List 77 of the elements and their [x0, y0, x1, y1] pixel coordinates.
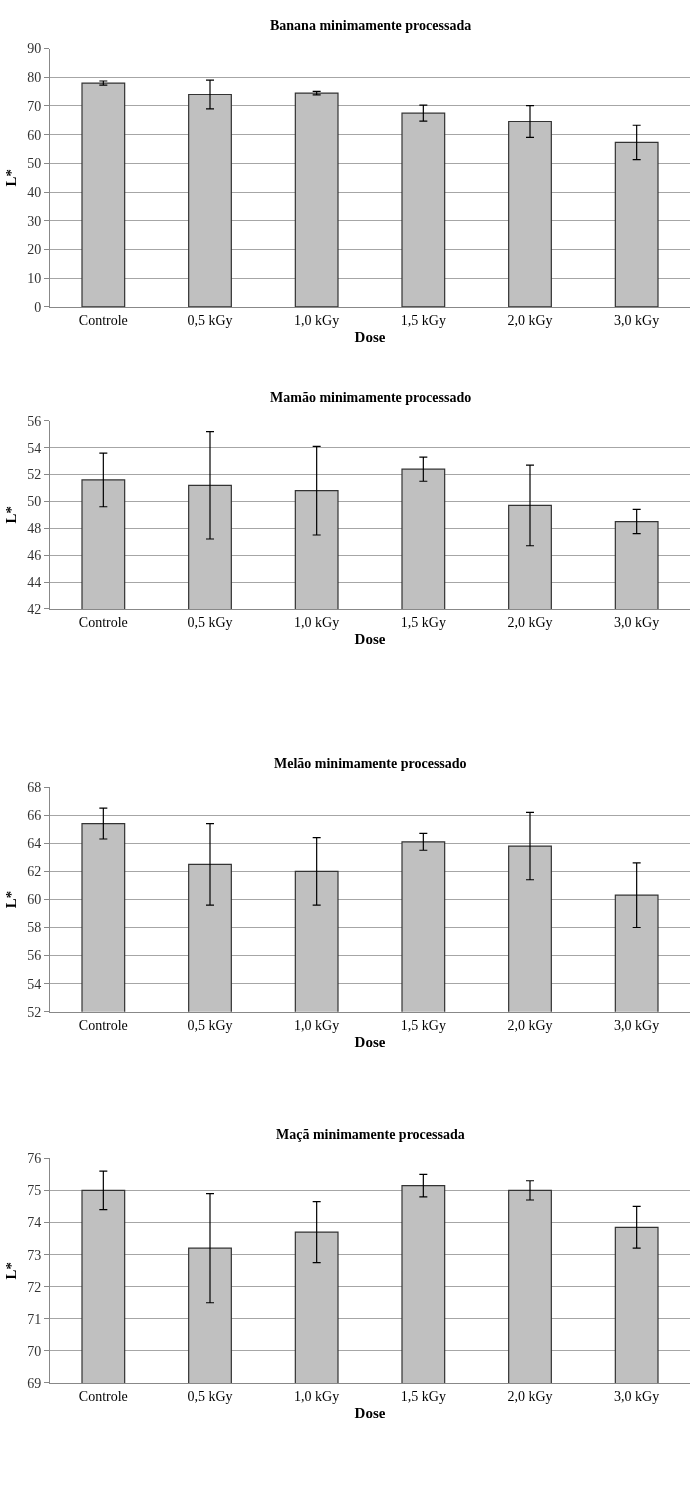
y-tick-label: 69	[27, 1375, 42, 1391]
y-tick-label: 54	[27, 976, 42, 992]
bar	[81, 82, 126, 307]
y-tick-label: 62	[27, 864, 42, 880]
y-tick-label: 68	[27, 779, 42, 795]
y-tick-label: 60	[27, 892, 42, 908]
y-tick-label: 75	[27, 1183, 42, 1199]
y-tick-label: 56	[27, 413, 42, 429]
y-tick-label: 44	[27, 574, 42, 590]
y-tick-label: 10	[27, 271, 42, 287]
x-tick-label: 2,0 kGy	[507, 1017, 553, 1033]
y-tick-label: 54	[27, 440, 42, 456]
y-tick-label: 72	[27, 1279, 42, 1295]
x-tick-label: 2,0 kGy	[507, 312, 553, 328]
y-tick-label: 52	[27, 1004, 42, 1020]
bar	[401, 112, 446, 307]
chart-title: Maçã minimamente processada	[276, 1127, 465, 1142]
chart-title: Banana minimamente processada	[270, 18, 472, 33]
y-axis-title: L*	[3, 506, 20, 524]
bar	[614, 141, 659, 307]
x-axis-title: Dose	[354, 1033, 386, 1050]
x-tick-label: 1,0 kGy	[294, 614, 340, 630]
y-tick-label: 50	[27, 156, 42, 172]
x-tick-label: 0,5 kGy	[187, 1388, 233, 1404]
bar	[294, 92, 339, 307]
y-tick-label: 74	[27, 1215, 42, 1231]
y-tick-label: 40	[27, 185, 42, 201]
y-axis-title: L*	[3, 169, 20, 187]
y-tick-label: 42	[27, 601, 42, 617]
x-tick-label: Controle	[78, 1388, 128, 1404]
y-axis-title: L*	[3, 890, 20, 909]
y-tick-label: 90	[27, 41, 42, 57]
x-tick-label: 1,0 kGy	[294, 1388, 340, 1404]
x-tick-label: 3,0 kGy	[614, 312, 660, 328]
y-tick-label: 20	[27, 242, 42, 258]
x-axis-title: Dose	[354, 1404, 386, 1421]
y-tick-label: 70	[27, 98, 42, 114]
x-tick-label: 0,5 kGy	[187, 312, 233, 328]
y-tick-label: 80	[27, 70, 42, 86]
x-axis-title: Dose	[354, 328, 386, 345]
x-tick-label: 1,5 kGy	[400, 614, 446, 630]
x-tick-label: 1,5 kGy	[400, 1388, 446, 1404]
x-tick-label: 3,0 kGy	[614, 1017, 660, 1033]
chart-title: Mamão minimamente processado	[270, 390, 472, 405]
y-tick-label: 52	[27, 467, 42, 483]
x-tick-label: 1,0 kGy	[294, 312, 340, 328]
x-tick-label: Controle	[78, 1017, 128, 1033]
x-tick-label: Controle	[78, 312, 128, 328]
x-tick-label: 0,5 kGy	[187, 1017, 233, 1033]
x-tick-label: 2,0 kGy	[507, 614, 553, 630]
x-tick-label: 1,5 kGy	[400, 1017, 446, 1033]
y-tick-label: 70	[27, 1343, 42, 1359]
bar	[188, 93, 232, 307]
x-tick-label: 1,0 kGy	[294, 1017, 340, 1033]
y-axis-title: L*	[3, 1261, 20, 1280]
y-tick-label: 50	[27, 494, 42, 510]
y-tick-label: 48	[27, 521, 42, 537]
chart-title: Melão minimamente processado	[274, 756, 467, 771]
y-tick-label: 0	[34, 299, 42, 315]
y-tick-label: 30	[27, 213, 42, 229]
x-axis-title: Dose	[354, 630, 386, 647]
x-tick-label: Controle	[78, 614, 128, 630]
y-tick-label: 56	[27, 948, 42, 964]
y-tick-label: 76	[27, 1151, 42, 1167]
y-tick-label: 73	[27, 1247, 42, 1263]
bar	[508, 120, 552, 307]
y-tick-label: 60	[27, 127, 42, 143]
y-tick-label: 66	[27, 808, 42, 824]
x-tick-label: 3,0 kGy	[614, 1388, 660, 1404]
x-tick-label: 0,5 kGy	[187, 614, 233, 630]
y-tick-label: 71	[27, 1311, 42, 1327]
y-tick-label: 58	[27, 920, 42, 936]
y-tick-label: 46	[27, 548, 42, 564]
x-tick-label: 2,0 kGy	[507, 1388, 553, 1404]
x-tick-label: 1,5 kGy	[400, 312, 446, 328]
y-tick-label: 64	[27, 836, 42, 852]
x-tick-label: 3,0 kGy	[614, 614, 660, 630]
